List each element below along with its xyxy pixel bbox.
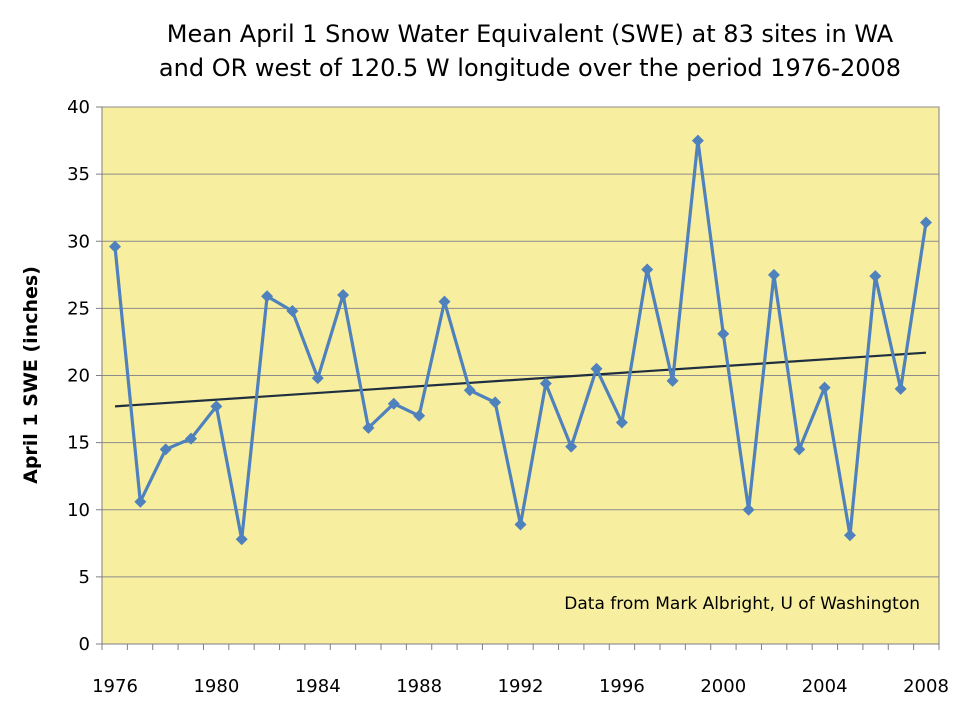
y-tick-label: 10: [67, 500, 90, 521]
y-tick-labels: 0 5 10 15 20 25 30 35 40: [67, 97, 90, 655]
x-tick-label: 2008: [903, 676, 949, 697]
x-tick-label: 1976: [92, 676, 138, 697]
x-tick-label: 1980: [193, 676, 239, 697]
data-point-1994: [565, 440, 578, 453]
x-tick-label: 1984: [295, 676, 341, 697]
y-tick-label: 0: [79, 634, 90, 655]
series-group: [109, 134, 932, 546]
data-point-2007: [894, 382, 907, 395]
data-point-1989: [438, 295, 451, 308]
data-point-1988: [413, 409, 426, 422]
y-tick-label: 25: [67, 298, 90, 319]
x-tick-label: 1988: [396, 676, 442, 697]
data-point-1987: [387, 397, 400, 410]
data-point-1977: [134, 495, 147, 508]
y-tick-label: 15: [67, 433, 90, 454]
y-tick-label: 30: [67, 231, 90, 252]
data-point-1980: [210, 400, 223, 413]
trendline-group: [114, 351, 927, 408]
x-tick-label: 2004: [802, 676, 848, 697]
data-point-1978: [159, 443, 172, 456]
data-point-2008: [920, 216, 932, 229]
data-point-1999: [691, 134, 704, 147]
x-tick-labels: 1976 1980 1984 1988 1992 1996 2000 2004 2008: [92, 676, 949, 697]
data-point-2004: [818, 381, 831, 394]
axes: [101, 107, 940, 650]
x-tick-label: 1996: [599, 676, 645, 697]
data-point-1984: [311, 372, 324, 385]
data-point-1995: [590, 362, 603, 375]
data-point-1983: [286, 305, 299, 318]
data-point-1990: [463, 384, 476, 397]
data-point-1985: [337, 288, 350, 301]
data-point-2005: [843, 529, 856, 542]
data-point-2000: [717, 327, 730, 340]
data-point-1976: [109, 240, 121, 253]
data-point-1997: [641, 263, 654, 276]
data-point-1981: [235, 533, 248, 546]
data-point-1992: [514, 518, 527, 531]
data-point-1986: [362, 421, 375, 434]
data-point-2002: [767, 268, 780, 281]
y-tick-label: 20: [67, 366, 90, 387]
data-point-1998: [666, 374, 679, 387]
y-tick-label: 35: [67, 164, 90, 185]
data-point-2001: [742, 503, 755, 516]
y-tick-label: 5: [79, 567, 90, 588]
x-tick-label: 1992: [498, 676, 544, 697]
data-point-2003: [793, 443, 806, 456]
data-point-1991: [489, 396, 502, 409]
chart-title-line-2: and OR west of 120.5 W longitude over th…: [159, 54, 901, 82]
source-annotation: Data from Mark Albright, U of Washington: [564, 594, 920, 614]
data-point-1982: [261, 290, 274, 303]
trendline: [114, 351, 927, 408]
data-point-1996: [615, 416, 628, 429]
x-tick-label: 2000: [700, 676, 746, 697]
y-axis-title: April 1 SWE (inches): [20, 266, 42, 484]
y-tick-label: 40: [67, 97, 90, 118]
data-point-1993: [539, 377, 552, 390]
chart-title-line-1: Mean April 1 Snow Water Equivalent (SWE)…: [167, 20, 894, 48]
data-point-1979: [185, 432, 198, 445]
data-point-2006: [869, 270, 882, 283]
